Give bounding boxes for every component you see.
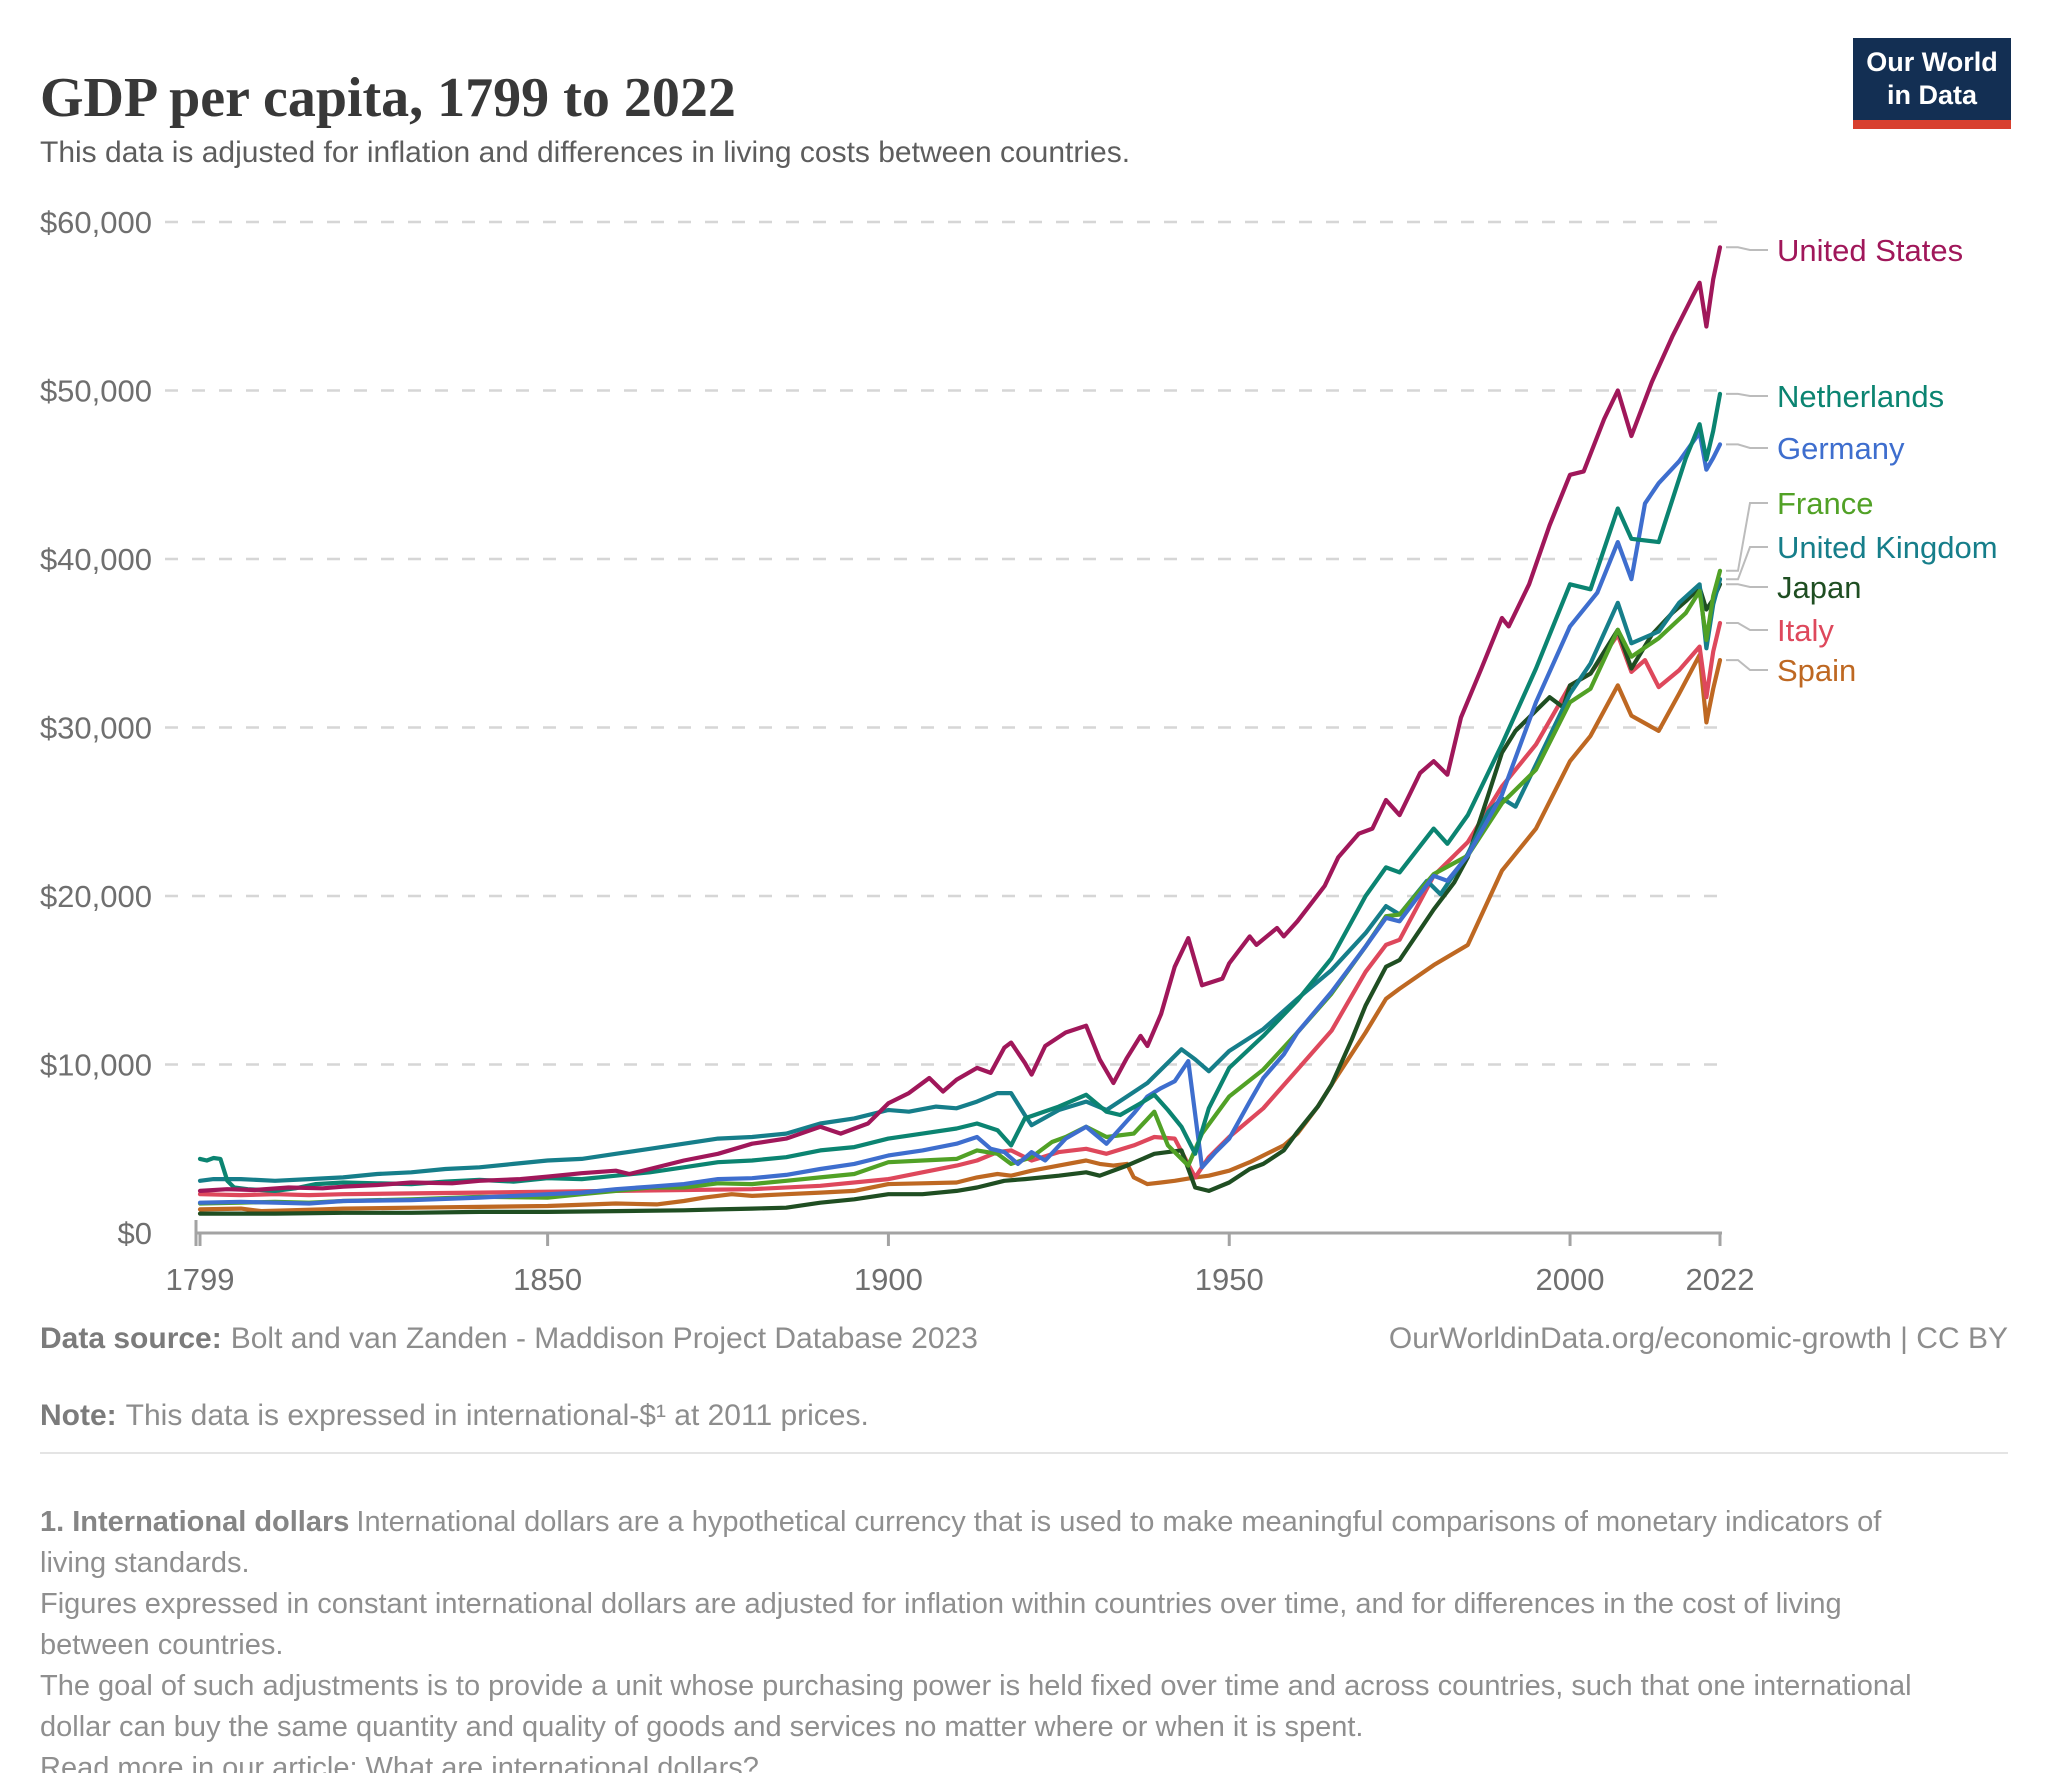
owid-logo[interactable]: Our World in Data (1853, 38, 2011, 129)
series-line-united-states[interactable] (197, 245, 1723, 1193)
footnote-divider (40, 1452, 2008, 1454)
x-axis-tick-label: 2000 (1536, 1262, 1605, 1297)
x-axis-tick-label: 1799 (166, 1262, 235, 1297)
legend-leader-line (1726, 546, 1768, 581)
footnote-readmore: Read more in our article: What are intern… (40, 1748, 1955, 1773)
series-line-spain[interactable] (197, 652, 1723, 1214)
y-axis-tick-label: $40,000 (40, 542, 152, 577)
legend-leader-line (1726, 659, 1768, 671)
series-line-japan[interactable] (197, 582, 1723, 1216)
footnote-paragraph-3: The goal of such adjustments is to provi… (40, 1670, 1912, 1743)
data-source-label: Data source: (40, 1322, 222, 1355)
y-axis-tick-label: $10,000 (40, 1048, 152, 1083)
data-source-text: Data source: Bolt and van Zanden - Maddis… (40, 1322, 978, 1356)
footer-note-row: Note: This data is expressed in internati… (40, 1399, 869, 1433)
legend-leader-line (1726, 622, 1768, 631)
note-label: Note: (40, 1399, 117, 1432)
note-value: This data is expressed in international-… (125, 1399, 869, 1432)
legend-label-france[interactable]: France (1777, 486, 1873, 521)
international-dollars-link[interactable]: What are international dollars? (365, 1752, 759, 1773)
legend-leader-line (1726, 392, 1768, 397)
legend-label-united-kingdom[interactable]: United Kingdom (1777, 530, 1998, 565)
y-axis-tick-label: $60,000 (40, 205, 152, 240)
legend-leader-line (1726, 502, 1768, 572)
legend-label-germany[interactable]: Germany (1777, 431, 1905, 466)
x-axis-tick-label: 1950 (1195, 1262, 1264, 1297)
owid-credit-link[interactable]: OurWorldinData.org/economic-growth | CC … (1388, 1322, 2008, 1355)
footnote-block: 1. International dollars International do… (40, 1502, 1955, 1773)
chart-title: GDP per capita, 1799 to 2022 (40, 66, 736, 129)
footnote-paragraph-1: 1. International dollars International do… (40, 1502, 1955, 1584)
y-axis-tick-label: $20,000 (40, 879, 152, 914)
owid-logo-line2: in Data (1886, 80, 1978, 110)
x-axis-tick-label: 1850 (513, 1262, 582, 1297)
legend-label-united-states[interactable]: United States (1777, 233, 1963, 268)
data-source-value: Bolt and van Zanden - Maddison Project D… (230, 1322, 978, 1355)
chart-subtitle: This data is adjusted for inflation and … (40, 136, 1131, 169)
legend-leader-line (1726, 443, 1768, 449)
footnote-heading: 1. International dollars (40, 1506, 350, 1538)
legend-label-japan[interactable]: Japan (1777, 570, 1861, 605)
x-axis-tick-label: 2022 (1686, 1262, 1755, 1297)
y-axis-tick-label: $30,000 (40, 711, 152, 746)
footnote-paragraph-2: Figures expressed in constant internatio… (40, 1588, 1842, 1661)
y-axis-tick-label: $0 (118, 1216, 152, 1251)
series-line-netherlands[interactable] (197, 391, 1723, 1193)
readmore-prefix: Read more in our article: (40, 1752, 358, 1773)
legend-leader-line (1726, 583, 1768, 588)
y-axis-tick-label: $50,000 (40, 374, 152, 409)
x-axis-tick-label: 1900 (854, 1262, 923, 1297)
footnote-text-1: International dollars are a hypothetical… (40, 1506, 1882, 1579)
legend-leader-line (1726, 246, 1768, 251)
legend-label-italy[interactable]: Italy (1777, 613, 1834, 648)
owid-logo-line1: Our World (1866, 47, 1998, 78)
footer-source-row: Data source: Bolt and van Zanden - Maddis… (40, 1322, 2008, 1356)
legend-label-netherlands[interactable]: Netherlands (1777, 379, 1944, 414)
series-line-united-kingdom[interactable] (197, 577, 1723, 1183)
legend-label-spain[interactable]: Spain (1777, 653, 1856, 688)
